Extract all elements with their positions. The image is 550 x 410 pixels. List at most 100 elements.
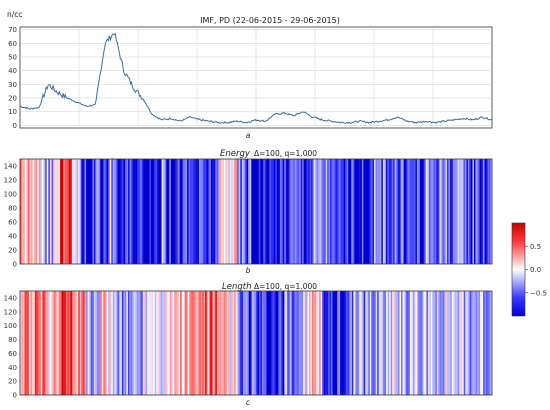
heatmap-cell [120,159,123,264]
panel-a: n/cc IMF, PD (22-06-2015 - 29-06-2015) 0… [7,10,493,140]
heatmap-cell [393,159,395,264]
heatmap-cell [55,291,58,395]
heatmap-cell [86,291,88,395]
heatmap-cell [224,159,226,264]
heatmap-cell [318,159,321,264]
heatmap-cell [241,159,244,264]
heatmap-cell [462,291,464,395]
heatmap-cell [402,291,405,395]
heatmap-cell [51,159,54,264]
heatmap-cell [381,159,384,264]
heatmap-cell [190,159,192,264]
panel-b-sublabel: b [246,266,251,275]
y-tick-label: 50 [8,54,17,62]
heatmap-cell [81,159,84,264]
heatmap-cell [298,291,301,395]
heatmap-cell [178,291,181,395]
heatmap-cell [377,291,380,395]
heatmap-cell [332,291,335,395]
heatmap-cell [360,159,363,264]
heatmap-cell [235,159,238,264]
heatmap-cell [52,291,55,395]
colorbar-tick-label: 0.5 [530,243,541,251]
heatmap-cell [433,159,436,264]
heatmap-cell [132,159,135,264]
panel-b: Energy Δ=100, q=1.000 0 20 40 60 80 100 120 140… [4,149,493,275]
heatmap-cell [431,159,434,264]
heatmap-cell [123,159,126,264]
heatmap-cell [463,159,466,264]
heatmap-cell [43,159,46,264]
heatmap-cell [193,159,195,264]
heatmap-cell [111,291,114,395]
heatmap-cell [35,159,38,264]
heatmap-cell [203,291,206,395]
y-tick-label: 40 [8,67,17,75]
heatmap-cell [129,159,132,264]
heatmap-cell [372,291,375,395]
heatmap-cell [137,159,140,264]
heatmap-cell [82,291,85,395]
heatmap-cell [108,159,110,264]
heatmap-cell [303,159,306,264]
heatmap-cell [383,291,385,395]
heatmap-cell [142,291,145,395]
heatmap-cell [460,291,463,395]
heatmap-cell [170,159,173,264]
heatmap-cell [78,291,81,395]
heatmap-cell [479,159,482,264]
heatmap-cell [449,159,452,264]
heatmap-cell [331,159,334,264]
heatmap-cell [103,291,106,395]
heatmap-cell [42,291,45,395]
heatmap-cell [297,291,300,395]
heatmap-cell [429,291,432,395]
heatmap-cell [118,291,121,395]
heatmap-cell [305,159,307,264]
heatmap-cell [384,159,387,264]
heatmap-cell [428,159,431,264]
heatmap-cell [147,291,150,395]
heatmap-cell [208,291,210,395]
heatmap-cell [359,291,362,395]
heatmap-cell [469,159,472,264]
heatmap-cell [125,159,127,264]
heatmap-cell [353,291,356,395]
heatmap-cell [228,291,231,395]
heatmap-cell [90,159,93,264]
heatmap-cell [390,291,393,395]
heatmap-cell [45,291,48,395]
heatmap-cell [36,291,39,395]
heatmap-cell [188,159,191,264]
heatmap-cell [348,291,351,395]
heatmap-cell [104,291,107,395]
heatmap-cell [229,291,232,395]
heatmap-cell [435,291,438,395]
heatmap-cell [68,291,71,395]
heatmap-cell [43,291,46,395]
colorbar-tick-label: −0.5 [530,289,547,297]
heatmap-cell [475,291,478,395]
heatmap-cell [218,159,220,264]
heatmap-cell [76,159,79,264]
heatmap-cell [378,159,381,264]
heatmap-cell [258,291,261,395]
heatmap-cell [70,291,73,395]
heatmap-cell [368,291,371,395]
heatmap-cell [470,159,473,264]
panel-c-sublabel: c [246,398,251,407]
heatmap-cell [187,291,190,395]
heatmap-cell [210,291,213,395]
heatmap-cell [177,291,180,395]
heatmap-cell [139,291,142,395]
heatmap-cell [334,159,337,264]
y-tick-label: 70 [8,26,17,34]
y-tick-label: 140 [4,294,17,302]
heatmap-cell [355,159,358,264]
heatmap-cell [467,159,470,264]
heatmap-cell [251,159,254,264]
heatmap-cell [450,291,453,395]
heatmap-cell [263,159,266,264]
heatmap-cell [278,291,281,395]
heatmap-cell [257,159,260,264]
